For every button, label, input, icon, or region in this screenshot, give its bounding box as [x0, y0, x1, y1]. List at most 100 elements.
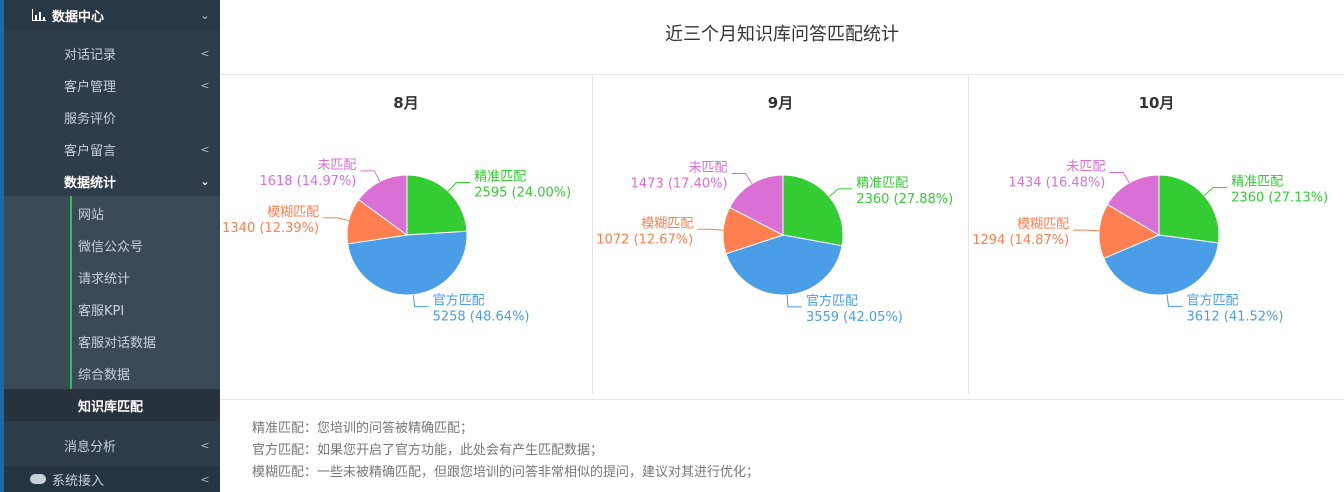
slice-value-unmatched: 1618 (14.97%)	[259, 174, 356, 189]
sidebar-group-data-center[interactable]: 数据中心 ⌄	[4, 0, 220, 30]
page-title: 近三个月知识库问答匹配统计	[665, 24, 899, 45]
label-line-exact	[1203, 187, 1228, 196]
chart-title: 9月	[767, 94, 794, 112]
sidebar-submenu	[4, 196, 220, 420]
pie-slice-unmatched[interactable]	[1106, 174, 1160, 236]
sidebar-subitem-label: 客服KPI	[78, 303, 125, 319]
sidebar-item-label: 数据统计	[64, 175, 117, 191]
sidebar-item-label: 消息分析	[64, 439, 117, 455]
slice-label-unmatched: 未匹配	[317, 158, 356, 173]
sidebar-item-customer-management[interactable]: 客户管理 <	[4, 69, 220, 101]
sidebar-subitem-label: 微信公众号	[78, 239, 144, 255]
chart-title: 8月	[393, 94, 419, 112]
sidebar-subitem-agent-kpi[interactable]: 客服KPI	[4, 293, 220, 325]
pie-slice-official[interactable]	[725, 234, 843, 296]
slice-label-unmatched: 未匹配	[689, 160, 728, 175]
chevron-left-icon: <	[200, 78, 210, 92]
sidebar: 数据中心 ⌄ 对话记录 < 客户管理 < 服务评价 客户留言 < 数据统计 ⌄ …	[0, 0, 220, 492]
sidebar-subitem-overall-data[interactable]: 综合数据	[4, 357, 220, 389]
chevron-down-icon: ⌄	[200, 174, 210, 188]
sidebar-group-label: 数据中心	[52, 9, 105, 25]
label-line-fuzzy	[323, 217, 349, 222]
label-line-unmatched	[360, 170, 381, 182]
chart-panel-october: 10月 精准匹配 2360 (27.13%) 官方匹配 3612 (41.52%) 模糊…	[969, 74, 1344, 394]
slice-label-unmatched: 未匹配	[1066, 159, 1105, 174]
chart-panel-september: 9月 精准匹配 2360 (27.88%) 官方匹配 3559 (42.05%) 模糊匹…	[593, 74, 968, 394]
note-official-match: 官方匹配：如果您开启了官方功能，此处会有产生匹配数据；	[252, 443, 604, 458]
slice-label-fuzzy: 模糊匹配	[641, 215, 693, 231]
label-line-fuzzy	[1073, 229, 1100, 232]
chevron-down-icon: ⌄	[200, 8, 210, 22]
slice-label-fuzzy: 模糊匹配	[267, 204, 319, 220]
sidebar-group-system-access[interactable]: 系统接入 <	[4, 466, 220, 492]
sidebar-subitem-wechat[interactable]: 微信公众号	[4, 229, 220, 261]
sidebar-group-label: 系统接入	[52, 473, 105, 489]
sidebar-item-message-analysis[interactable]: 消息分析 <	[4, 429, 220, 461]
sidebar-subitem-request-stats[interactable]: 请求统计	[4, 261, 220, 293]
slice-value-unmatched: 1473 (17.40%)	[631, 176, 728, 191]
sidebar-item-chat-records[interactable]: 对话记录 <	[4, 37, 220, 69]
slice-value-unmatched: 1434 (16.48%)	[1008, 175, 1105, 190]
pie-slice-exact[interactable]	[406, 174, 468, 236]
chevron-left-icon: <	[200, 46, 210, 60]
slice-value-official: 3612 (41.52%)	[1187, 309, 1284, 324]
note-exact-match: 精准匹配：您培训的问答被精确匹配；	[252, 421, 474, 436]
sidebar-subitem-agent-chat-data[interactable]: 客服对话数据	[4, 325, 220, 357]
slice-value-fuzzy: 1340 (12.39%)	[222, 221, 319, 236]
slice-value-exact: 2360 (27.88%)	[856, 192, 953, 207]
label-line-unmatched	[1109, 171, 1130, 184]
divider	[968, 74, 969, 394]
sidebar-accent-bar	[0, 0, 4, 492]
bar-chart-icon	[32, 9, 46, 21]
pie-slice-unmatched[interactable]	[357, 174, 408, 236]
label-line-fuzzy	[697, 228, 724, 231]
sidebar-item-label: 服务评价	[64, 111, 117, 127]
pie-slice-unmatched[interactable]	[729, 174, 784, 236]
submenu-indicator-bar	[70, 196, 72, 420]
divider	[220, 74, 1344, 75]
sidebar-subitem-label: 网站	[78, 207, 105, 223]
pie-slice-exact[interactable]	[782, 174, 844, 247]
chevron-left-icon: <	[200, 438, 210, 452]
label-line-exact	[828, 188, 853, 197]
sidebar-subitem-label: 综合数据	[78, 367, 131, 383]
pie-slice-official[interactable]	[347, 230, 468, 296]
sidebar-item-label: 客户留言	[64, 143, 117, 159]
sidebar-subitem-label: 知识库匹配	[78, 399, 144, 415]
chevron-left-icon: <	[200, 142, 210, 156]
slice-label-exact: 精准匹配	[474, 170, 526, 185]
slice-value-exact: 2360 (27.13%)	[1231, 191, 1328, 206]
pie-slice-official[interactable]	[1103, 234, 1220, 296]
cloud-icon	[30, 474, 46, 484]
sidebar-subitem-label: 客服对话数据	[78, 335, 157, 351]
slice-value-official: 3559 (42.05%)	[806, 310, 903, 325]
label-line-official	[412, 294, 429, 308]
sidebar-subitem-knowledge-match[interactable]: 知识库匹配	[4, 389, 220, 421]
slice-value-fuzzy: 1294 (14.87%)	[972, 233, 1069, 248]
sidebar-item-data-statistics[interactable]: 数据统计 ⌄	[4, 165, 220, 197]
sidebar-item-label: 客户管理	[64, 79, 117, 95]
divider	[220, 399, 1344, 400]
pie-slice-fuzzy[interactable]	[1098, 203, 1161, 259]
slice-label-fuzzy: 模糊匹配	[1017, 216, 1069, 232]
chevron-left-icon: <	[200, 472, 210, 486]
slice-label-official: 官方匹配	[433, 293, 485, 309]
slice-label-exact: 精准匹配	[856, 176, 908, 191]
label-line-official	[1166, 294, 1183, 307]
main-content: 近三个月知识库问答匹配统计 8月 精准匹配 2595 (24.00%) 官方匹配 52…	[220, 0, 1344, 492]
slice-label-official: 官方匹配	[1187, 292, 1239, 308]
sidebar-subitem-label: 请求统计	[78, 271, 131, 287]
sidebar-subitem-website[interactable]: 网站	[4, 197, 220, 229]
chart-title: 10月	[1138, 94, 1175, 112]
slice-value-official: 5258 (48.64%)	[433, 310, 530, 325]
pie-slice-exact[interactable]	[1158, 174, 1220, 244]
sidebar-item-service-rating[interactable]: 服务评价	[4, 101, 220, 133]
slice-value-fuzzy: 1072 (12.67%)	[596, 232, 693, 247]
slice-label-exact: 精准匹配	[1231, 175, 1283, 190]
sidebar-item-customer-messages[interactable]: 客户留言 <	[4, 133, 220, 165]
legend-notes: 精准匹配：您培训的问答被精确匹配； 官方匹配：如果您开启了官方功能，此处会有产生…	[252, 418, 759, 484]
note-fuzzy-match: 模糊匹配：一些未被精确匹配，但跟您培训的问答非常相似的提问，建议对其进行优化；	[252, 465, 760, 480]
chart-panel-august: 8月 精准匹配 2595 (24.00%) 官方匹配 5258 (48.64%) 模糊匹…	[220, 74, 592, 394]
